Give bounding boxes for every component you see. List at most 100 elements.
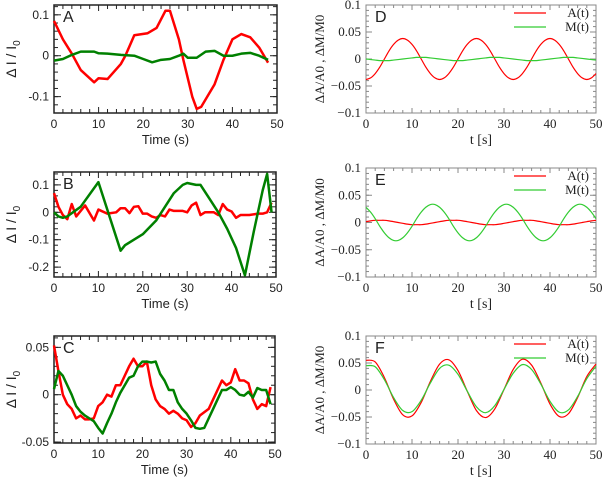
y-tick-label: 0.05 [338, 355, 361, 370]
x-tick-label: 10 [406, 447, 419, 462]
x-tick-label: 10 [92, 447, 106, 461]
y-tick-label: 0.1 [32, 178, 49, 192]
plot-frame [365, 335, 597, 445]
panel-F: 0 10 20 30 40 50 0.1 0.05 0 −0.05 −0.1 t [s] ΔA/A0 ,… [312, 328, 602, 479]
x-axis-label: t [s] [470, 464, 492, 479]
x-tick-label: 40 [544, 116, 557, 131]
x-tick-label: 50 [590, 447, 602, 462]
y-axis-label-subscript: 0 [12, 370, 23, 376]
x-axis-label: Time (s) [141, 296, 188, 311]
legend-label: A(t) [567, 5, 589, 20]
series-line-at [365, 358, 597, 419]
x-tick-label: 10 [92, 281, 106, 295]
x-tick-label: 30 [498, 447, 511, 462]
y-axis-label-main: Δ I / I [3, 211, 19, 243]
y-tick-label: 0.1 [32, 8, 49, 22]
y-tick-label: −0.1 [337, 105, 361, 120]
x-tick-label: 10 [92, 117, 106, 131]
legend-label: M(t) [565, 350, 589, 365]
y-tick-label: −0.05 [331, 78, 361, 93]
y-tick-label: 0 [42, 49, 49, 63]
plot-frame [53, 171, 277, 278]
panel-label: F [375, 340, 385, 357]
panel-label: A [63, 9, 74, 26]
x-tick-label: 0 [363, 116, 370, 131]
y-tick-label: −0.05 [331, 409, 361, 424]
plot-frame [53, 4, 278, 114]
x-tick-label: 30 [181, 281, 195, 295]
x-axis-label: t [s] [470, 297, 492, 312]
y-axis-label-subscript: 0 [12, 205, 23, 211]
y-axis-label: ΔA/A0 , ΔM/M0 [312, 15, 327, 104]
x-tick-label: 40 [225, 281, 239, 295]
x-axis-label: Time (s) [142, 132, 189, 147]
x-tick-label: 10 [406, 116, 419, 131]
x-tick-label: 50 [590, 116, 602, 131]
x-axis-label: Time (s) [141, 462, 188, 477]
series-line-green [53, 172, 273, 277]
series-line-at [365, 219, 597, 226]
panel-D: 0 10 20 30 40 50 0.1 0.05 0 −0.05 −0.1 t [s] ΔA/A0 ,… [312, 0, 602, 148]
x-tick-label: 40 [544, 447, 557, 462]
y-tick-label: -0.1 [28, 90, 49, 104]
x-tick-label: 30 [498, 116, 511, 131]
panel-E: 0 10 20 30 40 50 0.1 0.05 0 −0.05 −0.1 t [s] ΔA/A0 ,… [312, 160, 602, 312]
y-tick-label: -0.2 [28, 260, 49, 274]
x-axis-label: t [s] [470, 133, 492, 148]
series-line-mt [365, 363, 597, 414]
x-tick-label: 30 [498, 280, 511, 295]
x-tick-label: 40 [226, 117, 240, 131]
x-tick-label: 20 [452, 447, 465, 462]
series-line-red [52, 345, 272, 429]
legend-label: M(t) [565, 182, 589, 197]
y-tick-label: 0 [355, 51, 362, 66]
y-tick-label: 0.05 [338, 187, 361, 202]
series-line-mt [365, 203, 597, 242]
y-tick-label: −0.1 [337, 436, 361, 451]
y-tick-label: 0.1 [345, 0, 361, 12]
legend-label: M(t) [565, 19, 589, 34]
y-axis-label: ΔA/A0 , ΔM/M0 [312, 346, 327, 435]
x-tick-label: 0 [363, 280, 370, 295]
y-axis-label-subscript: 0 [12, 40, 23, 46]
y-tick-label: 0 [355, 215, 362, 230]
x-tick-label: 30 [180, 447, 194, 461]
x-tick-label: 20 [137, 117, 151, 131]
x-tick-label: 50 [590, 280, 602, 295]
y-tick-label: 0.05 [26, 340, 50, 354]
y-axis-label: Δ I / I0 [3, 205, 23, 243]
x-tick-label: 20 [136, 281, 150, 295]
x-tick-label: 50 [268, 447, 282, 461]
x-tick-label: 50 [270, 117, 284, 131]
y-tick-label: -0.1 [28, 233, 49, 247]
y-axis-label-main: Δ I / I [3, 376, 19, 408]
plot-frame [53, 335, 276, 444]
y-tick-label: 0.1 [345, 160, 361, 175]
series-line-at [365, 37, 597, 81]
x-tick-label: 10 [406, 280, 419, 295]
legend-label: A(t) [567, 168, 589, 183]
y-tick-label: 0 [355, 382, 362, 397]
x-tick-label: 30 [181, 117, 195, 131]
x-tick-label: 20 [452, 280, 465, 295]
legend-label: A(t) [567, 336, 589, 351]
x-tick-label: 40 [224, 447, 238, 461]
y-tick-label: 0 [42, 388, 49, 402]
x-tick-label: 40 [544, 280, 557, 295]
x-tick-label: 20 [136, 447, 150, 461]
x-tick-label: 0 [51, 281, 58, 295]
y-tick-label: −0.05 [331, 242, 361, 257]
x-tick-label: 0 [51, 447, 58, 461]
y-tick-label: -0.05 [22, 435, 50, 449]
y-axis-label-main: Δ I / I [3, 46, 19, 78]
y-axis-label: Δ I / I0 [3, 370, 23, 408]
y-axis-label: ΔA/A0 , ΔM/M0 [312, 178, 327, 267]
panel-label: D [375, 9, 387, 26]
x-tick-label: 0 [363, 447, 370, 462]
series-line-red [52, 9, 270, 111]
series-line-green [52, 360, 272, 435]
x-tick-label: 20 [452, 116, 465, 131]
